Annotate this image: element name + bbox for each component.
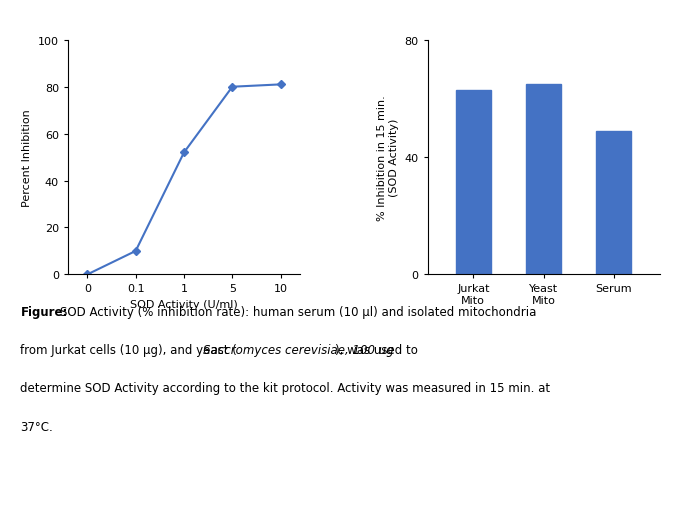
Bar [526,84,561,275]
Text: Figure:: Figure: [20,305,68,318]
Text: 37°C.: 37°C. [20,420,53,433]
Text: from Jurkat cells (10 µg), and yeast (: from Jurkat cells (10 µg), and yeast ( [20,344,237,356]
Bar [596,131,632,275]
Y-axis label: Percent Inhibition: Percent Inhibition [22,109,33,207]
X-axis label: SOD Activity (U/ml): SOD Activity (U/ml) [130,299,238,309]
Text: SOD Activity (% inhibition rate): human serum (10 µl) and isolated mitochondria: SOD Activity (% inhibition rate): human … [60,305,537,318]
Bar [456,91,491,275]
Y-axis label: % Inhibition in 15 min.
(SOD Activity): % Inhibition in 15 min. (SOD Activity) [377,95,399,220]
Text: determine SOD Activity according to the kit protocol. Activity was measured in 1: determine SOD Activity according to the … [20,382,551,394]
Text: Saccromyces cerevisiae, 100 ug: Saccromyces cerevisiae, 100 ug [203,344,394,356]
Text: ), was used to: ), was used to [335,344,418,356]
